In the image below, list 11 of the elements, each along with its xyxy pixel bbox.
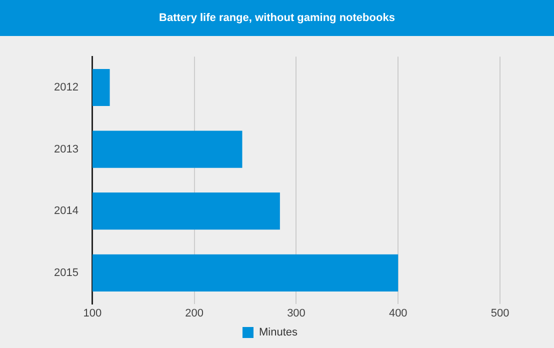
y-tick-label: 2013 — [54, 143, 78, 156]
x-tick-label: 100 — [83, 307, 102, 320]
y-tick-label: 2015 — [54, 266, 78, 279]
x-tick-label: 300 — [287, 307, 306, 320]
y-tick-label: 2014 — [54, 205, 78, 218]
y-tick-label: 2012 — [54, 82, 78, 94]
legend-label: Minutes — [258, 326, 298, 339]
x-tick-label: 500 — [490, 307, 510, 320]
chart-title: Battery life range, without gaming notebooks — [0, 0, 554, 36]
x-tick-label: 400 — [388, 307, 408, 320]
x-tick-label: 200 — [185, 307, 204, 320]
